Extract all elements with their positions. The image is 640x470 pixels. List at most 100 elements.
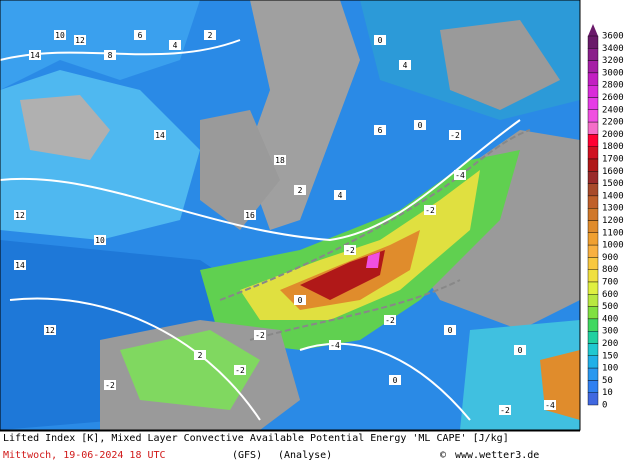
colorbar: 3600340032003000280026002400220020001800…: [587, 24, 624, 411]
contour-label-box: [414, 120, 426, 130]
colorbar-segment: [587, 232, 599, 246]
contour-line: [0, 39, 521, 421]
colorbar-label: 2000: [602, 130, 624, 140]
colorbar-label: 150: [602, 351, 618, 361]
contour-label: -2: [450, 131, 460, 140]
contour-label-box: [14, 210, 26, 220]
contour-label-box: [104, 380, 116, 390]
contour-label: 2: [208, 31, 213, 40]
colorbar-label: 3400: [602, 44, 624, 54]
contour-label: 10: [55, 31, 65, 40]
contour-label-box: [334, 190, 346, 200]
contour-label: 4: [403, 61, 408, 70]
land-grey: [440, 20, 560, 110]
land-grey: [20, 95, 110, 160]
colorbar-segment: [587, 281, 599, 295]
colorbar-label: 50: [602, 376, 613, 386]
map-area: [0, 0, 580, 430]
footer-site: www.wetter3.de: [455, 450, 539, 461]
contour-label-box: [54, 30, 66, 40]
contour-label: -4: [545, 401, 555, 410]
contour-label: 12: [15, 211, 25, 220]
colorbar-label: 1200: [602, 216, 624, 226]
contour-label-box: [374, 125, 386, 135]
contour-label: -2: [255, 331, 265, 340]
footer-title: Lifted Index [K], Mixed Layer Convective…: [3, 433, 509, 444]
contour-label: 18: [275, 156, 285, 165]
contour-label-box: [374, 35, 386, 45]
colorbar-label: 300: [602, 327, 618, 337]
colorbar-segment: [587, 355, 599, 369]
contour-label: -2: [500, 406, 510, 415]
contour-label: -4: [330, 341, 340, 350]
colorbar-segment: [587, 367, 599, 381]
contour-label-box: [384, 315, 396, 325]
colorbar-label: 100: [602, 364, 618, 374]
colorbar-segment: [587, 97, 599, 111]
cape-green: [120, 330, 260, 410]
colorbar-segment: [587, 121, 599, 135]
colorbar-segment: [587, 146, 599, 160]
colorbar-segment: [587, 158, 599, 172]
contour-label-box: [194, 350, 206, 360]
contour-label-box: [424, 205, 436, 215]
contour-label-box: [389, 375, 401, 385]
contour-label-box: [94, 235, 106, 245]
colorbar-segment: [587, 35, 599, 49]
contour-label-box: [234, 365, 246, 375]
colorbar-label: 600: [602, 290, 618, 300]
contour-label: 10: [95, 236, 105, 245]
cape-red: [300, 250, 385, 300]
contour-label: 16: [245, 211, 255, 220]
contour-label: 2: [198, 351, 203, 360]
colorbar-label: 700: [602, 278, 618, 288]
contour-label: 2: [298, 186, 303, 195]
colorbar-label: 3000: [602, 68, 624, 78]
contour-label-box: [454, 170, 466, 180]
contour-label-box: [74, 35, 86, 45]
contour-label-box: [294, 295, 306, 305]
contour-label: 6: [138, 31, 143, 40]
contour-label-box: [204, 30, 216, 40]
colorbar-segment: [587, 343, 599, 357]
colorbar-segment: [587, 380, 599, 393]
colorbar-label: 800: [602, 265, 618, 275]
colorbar-label: 1400: [602, 191, 624, 201]
colorbar-label: 400: [602, 314, 618, 324]
contour-label-box: [134, 30, 146, 40]
contour-label-box: [274, 155, 286, 165]
colorbar-label: 2600: [602, 93, 624, 103]
colorbar-label: 2800: [602, 81, 624, 91]
colorbar-label: 1700: [602, 155, 624, 165]
colorbar-label: 3200: [602, 56, 624, 66]
contour-label: -2: [105, 381, 115, 390]
contour-label: -2: [425, 206, 435, 215]
footer-run: (Analyse): [278, 450, 332, 461]
contour-label: 12: [75, 36, 85, 45]
colorbar-label: 1500: [602, 179, 624, 189]
contour-label-box: [44, 325, 56, 335]
contour-label: 6: [378, 126, 383, 135]
colorbar-segment: [587, 294, 599, 307]
colorbar-segment: [587, 84, 599, 98]
contour-label: 14: [30, 51, 40, 60]
contour-label-box: [329, 340, 341, 350]
colorbar-arrow: [588, 24, 598, 36]
contour-labels: 10 12 14 8 6 4 2 0 14 12 10 16 18 2 4 6 0 -2 -4 -2 -2 0 -2 -4 -2…: [14, 30, 556, 415]
colorbar-segment: [587, 220, 599, 234]
contour-label: 4: [173, 41, 178, 50]
cape-magenta: [366, 252, 380, 268]
footer-date: Mittwoch, 19-06-2024 18 UTC: [3, 450, 166, 461]
contour-label: -2: [385, 316, 395, 325]
contour-label: 0: [298, 296, 303, 305]
colorbar-label: 1100: [602, 228, 624, 238]
colorbar-segment: [587, 244, 599, 258]
contour-label-box: [544, 400, 556, 410]
contour-label-box: [444, 325, 456, 335]
contour-label-box: [294, 185, 306, 195]
map-frame: [0, 0, 581, 431]
colorbar-label: 2400: [602, 105, 624, 115]
contour-label: 14: [15, 261, 25, 270]
colorbar-label: 1600: [602, 167, 624, 177]
colorbar-label: 1000: [602, 241, 624, 251]
